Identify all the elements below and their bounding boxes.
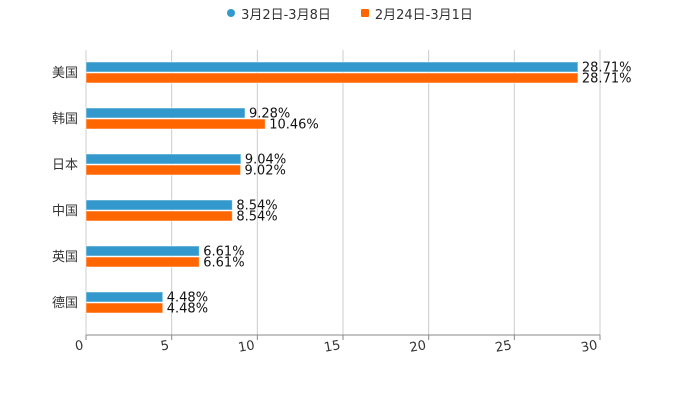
chart-legend: 3月2日-3月8日 2月24日-3月1日 — [0, 4, 700, 23]
bar-value-label: 9.28% — [249, 107, 290, 122]
x-tick-label: 25 — [494, 338, 513, 356]
x-tick-label: 5 — [160, 338, 171, 354]
bar[interactable] — [85, 199, 233, 211]
bar-value-label: 8.54% — [236, 210, 277, 225]
bar-value-label: 4.48% — [167, 291, 208, 306]
legend-item-series-2[interactable]: 2月24日-3月1日 — [360, 4, 473, 23]
category-label: 中国 — [52, 204, 78, 219]
legend-item-series-1[interactable]: 3月2日-3月8日 — [227, 4, 331, 23]
legend-label: 3月2日-3月8日 — [241, 7, 331, 23]
x-tick-label: 30 — [580, 338, 599, 356]
category-label: 德国 — [52, 296, 78, 311]
bar[interactable] — [85, 118, 266, 130]
bar[interactable] — [85, 256, 200, 268]
bar[interactable] — [85, 61, 579, 73]
bar[interactable] — [85, 291, 164, 303]
category-label: 美国 — [52, 66, 78, 81]
bar-value-label: 8.54% — [236, 199, 277, 214]
category-label: 英国 — [52, 250, 78, 265]
bar-value-label: 9.02% — [245, 164, 286, 179]
bar[interactable] — [85, 107, 246, 119]
bar-value-label: 6.61% — [203, 256, 244, 271]
bar[interactable] — [85, 210, 233, 222]
bar[interactable] — [85, 72, 579, 84]
category-label: 日本 — [52, 158, 78, 173]
legend-square-icon — [360, 9, 369, 17]
x-tick-label: 10 — [237, 338, 256, 356]
bar[interactable] — [85, 164, 242, 176]
bar-value-label: 10.46% — [269, 118, 319, 133]
bar-value-label: 6.61% — [203, 245, 244, 260]
legend-circle-icon — [227, 9, 236, 17]
bar-value-label: 28.71% — [582, 72, 632, 87]
bar-value-label: 9.04% — [245, 153, 286, 168]
bar[interactable] — [85, 153, 242, 165]
category-label: 韩国 — [52, 112, 78, 127]
x-tick-label: 15 — [323, 338, 342, 356]
x-tick-label: 20 — [408, 338, 427, 356]
bar-value-label: 4.48% — [167, 302, 208, 317]
bar-value-label: 28.71% — [582, 61, 632, 76]
legend-label: 2月24日-3月1日 — [374, 7, 473, 23]
bar[interactable] — [85, 245, 200, 257]
bar[interactable] — [85, 302, 164, 314]
x-tick-label: 0 — [74, 338, 85, 354]
